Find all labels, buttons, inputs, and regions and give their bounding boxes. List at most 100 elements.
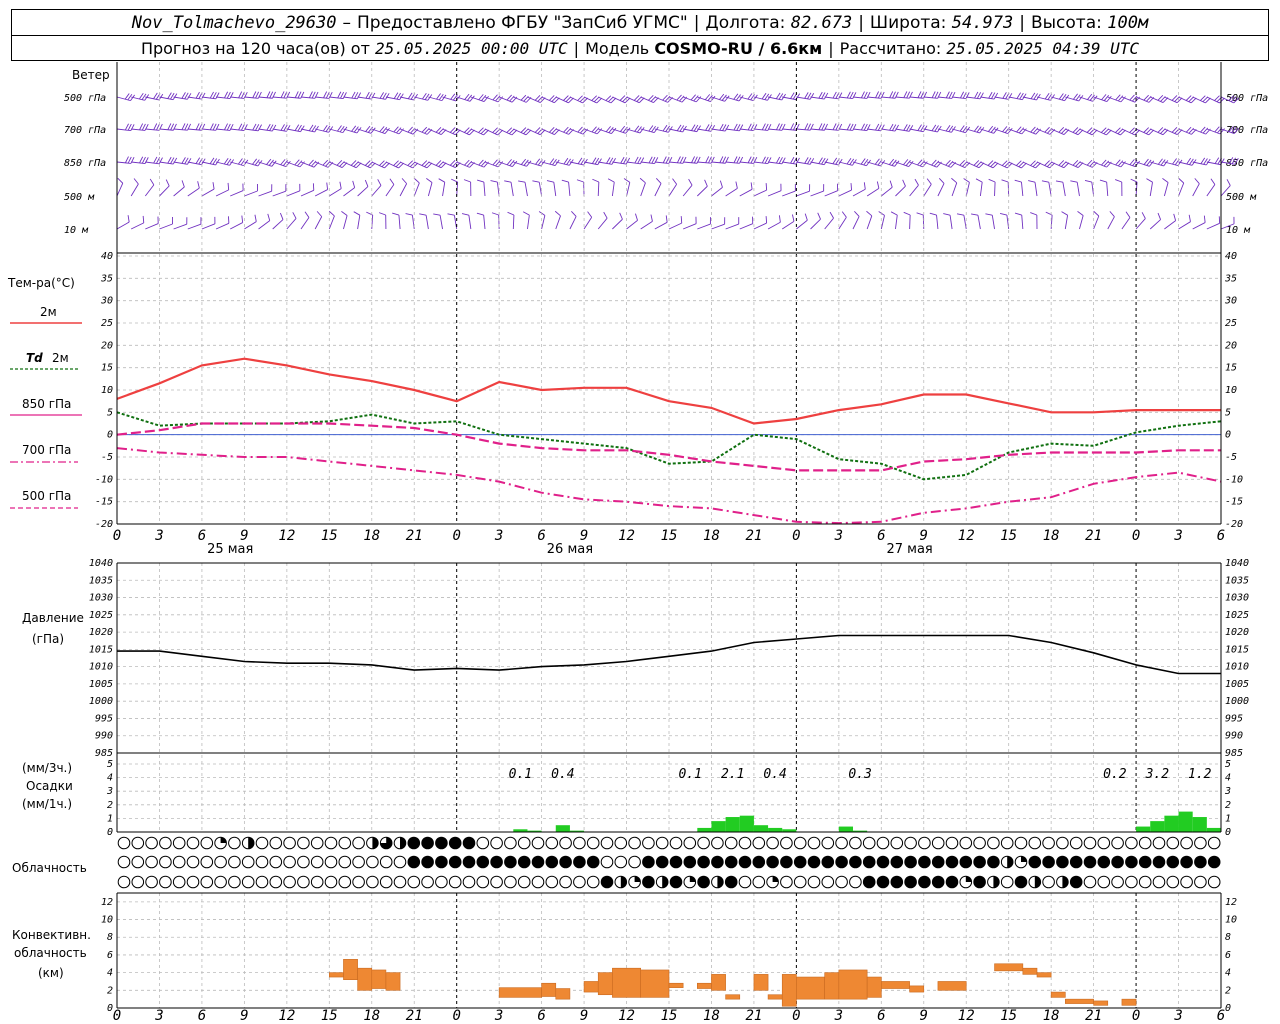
cloud-cell-fill (248, 837, 254, 849)
cloud-cell-clear (780, 875, 793, 889)
wind-barb (948, 125, 954, 132)
x-tick-label: 3 (494, 1008, 503, 1024)
wind-barb (1120, 129, 1126, 136)
wind-barb (1219, 97, 1225, 104)
wind-barb (215, 222, 230, 230)
wind-barb (719, 156, 724, 163)
wind-barb (866, 124, 871, 131)
wind-barb (605, 95, 612, 101)
wind-barb (676, 156, 681, 163)
wind-barb (583, 128, 598, 135)
wind-barb (1002, 92, 1007, 99)
wind-barb (407, 160, 414, 166)
cloud-cell-clear (490, 875, 503, 889)
altitude-label: Высота: (1030, 12, 1102, 33)
wind-barb (255, 124, 260, 131)
wind-barb (461, 213, 469, 216)
wind-barb (987, 160, 994, 166)
forecast-prefix: Прогноз на 120 часа(ов) от (140, 39, 370, 58)
wind-barb (535, 158, 541, 165)
cloud-cell-overcast (931, 875, 945, 889)
wind-barb (583, 217, 593, 230)
wind-barb (464, 127, 470, 133)
wind-barb (141, 93, 147, 100)
wind-barb (682, 223, 697, 230)
precip-tick-left: 3 (106, 786, 113, 797)
cloud-cell-overcast (890, 855, 904, 869)
x-tick-label: 3 (154, 528, 163, 544)
wind-barb (817, 212, 821, 220)
cloud-cell-overcast (1069, 855, 1083, 869)
x-tick-label: 6 (198, 528, 206, 544)
pressure-tick-right: 1005 (1225, 679, 1249, 690)
wind-barb (300, 217, 310, 230)
wind-barb (1019, 92, 1024, 100)
wind-barb (696, 185, 708, 197)
wind-barb (513, 96, 527, 103)
wind-barb (224, 91, 229, 99)
wind-barb (860, 123, 865, 131)
wind-barb (483, 182, 486, 197)
wind-barb (1121, 96, 1136, 103)
wind-barb (405, 213, 413, 216)
wind-barb (116, 221, 130, 230)
wind-barb (339, 181, 342, 189)
conv-bar (371, 969, 387, 989)
wind-barb (1146, 159, 1152, 166)
wind-barb (877, 124, 882, 131)
wind-barb (170, 123, 175, 131)
x-tick-label: 6 (1217, 528, 1225, 544)
cloud-cell-clear (1166, 836, 1180, 850)
cloud-cell-fill (620, 876, 627, 888)
wind-barb (979, 92, 984, 100)
wind-barb (549, 127, 555, 133)
wind-barb (1178, 221, 1191, 230)
cloud-cell-clear (586, 875, 600, 889)
cloud-cell-overcast (752, 855, 766, 869)
wind-barb (350, 160, 357, 166)
wind-barb (552, 158, 557, 166)
latitude-label: Широта: (869, 12, 947, 33)
conv-tick-right: 6 (1225, 950, 1231, 961)
wind-barb (1021, 215, 1024, 230)
pressure-tick-left: 1015 (89, 644, 113, 655)
wind-barb (343, 215, 348, 230)
wind-barb (1034, 182, 1038, 197)
wind-barb (894, 124, 899, 132)
wind-barb (796, 219, 808, 230)
wind-barb (156, 123, 160, 131)
wind-barb (1007, 127, 1013, 134)
wind-barb (1214, 95, 1220, 101)
wind-barb (778, 215, 781, 223)
x-tick-label: 12 (618, 1008, 635, 1024)
x-tick-label: 18 (1043, 1008, 1060, 1024)
wind-barb (1185, 95, 1192, 101)
wind-level-right: 500 м (1226, 192, 1257, 203)
cloud-cell-overcast (849, 855, 862, 869)
temp-tick-right: -20 (1225, 519, 1243, 530)
temp-tick-right: 0 (1225, 430, 1231, 441)
conv-bar (541, 982, 557, 997)
wind-barb (238, 123, 243, 131)
temp-tick-left: -5 (101, 452, 113, 463)
wind-barb (357, 186, 369, 197)
wind-barb (1202, 96, 1209, 103)
wind-barb (1044, 92, 1050, 100)
wind-barb (1100, 127, 1107, 133)
cloud-cell-overcast (1125, 855, 1138, 869)
cloud-cell-clear (876, 836, 890, 850)
wind-barb (764, 123, 769, 131)
cloud-cell-overcast (517, 855, 531, 869)
wind-barb (524, 182, 528, 197)
cloud-cell-overcast (1083, 855, 1097, 869)
conv-bar (357, 967, 373, 991)
wind-barb (594, 127, 600, 134)
cloud-cell-clear (559, 836, 572, 850)
wind-barb (496, 182, 500, 197)
wind-barb (903, 211, 911, 216)
wind-barb (450, 93, 456, 100)
wind-barb (280, 91, 285, 98)
wind-barb (117, 177, 124, 184)
wind-barb (795, 157, 800, 165)
wind-barb (1058, 127, 1065, 133)
